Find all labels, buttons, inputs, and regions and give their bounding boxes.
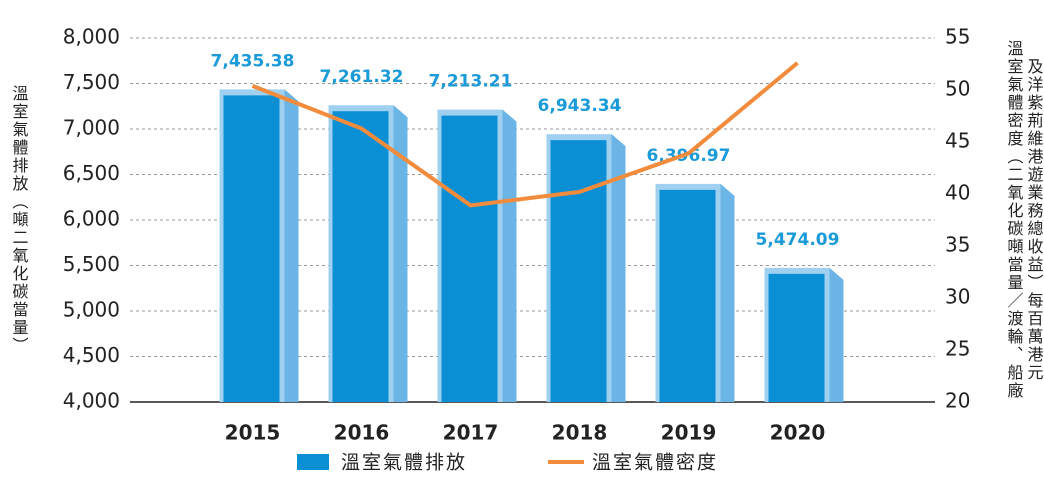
y2-tick-label: 40: [945, 181, 970, 205]
y2-tick-label: 50: [945, 77, 970, 101]
y-tick-label: 4,500: [63, 343, 120, 367]
value-label: 7,261.32: [320, 67, 404, 87]
line: [251, 61, 799, 208]
bar-side: [829, 267, 844, 402]
bar: [441, 115, 498, 402]
bar-side: [502, 109, 517, 402]
x-tick-label: 2020: [770, 421, 826, 445]
bar: [550, 140, 607, 402]
y-tick-label: 6,000: [63, 207, 120, 231]
bar-side: [284, 89, 299, 402]
legend-swatch: [297, 454, 329, 470]
y2-tick-label: 20: [945, 389, 970, 413]
bar-side: [720, 183, 735, 402]
x-tick-label: 2016: [334, 421, 390, 445]
bar: [768, 273, 825, 402]
value-label: 7,435.38: [211, 51, 295, 71]
y2-tick-label: 35: [945, 233, 970, 257]
bar: [332, 111, 389, 402]
y-tick-label: 7,000: [63, 116, 120, 140]
y-tick-label: 8,000: [63, 25, 120, 49]
legend-label: 溫室氣體排放: [341, 452, 467, 474]
x-tick-label: 2015: [225, 421, 281, 445]
y2-tick-label: 45: [945, 129, 970, 153]
y-tick-label: 4,000: [63, 389, 120, 413]
x-tick-label: 2019: [661, 421, 717, 445]
x-tick-label: 2017: [443, 421, 499, 445]
bar-side: [393, 105, 408, 402]
y-tick-label: 7,500: [63, 70, 120, 94]
y-axis-label: 溫室氣體排放（噸二氧化碳當量）: [10, 85, 29, 355]
value-label: 5,474.09: [756, 230, 840, 250]
y-tick-label: 5,000: [63, 298, 120, 322]
y2-axis-label: 及洋紫荊維港遊業務總收益）每百萬港元: [1025, 58, 1044, 382]
bar-side: [611, 134, 626, 402]
legend-label: 溫室氣體密度: [592, 452, 718, 474]
y-tick-label: 6,500: [63, 161, 120, 185]
y2-tick-label: 30: [945, 285, 970, 309]
bar: [659, 189, 716, 402]
value-label: 7,213.21: [429, 72, 513, 92]
x-tick-label: 2018: [552, 421, 608, 445]
value-label: 6,943.34: [538, 96, 622, 116]
bar: [223, 95, 280, 402]
y2-tick-label: 55: [945, 25, 970, 49]
y2-axis-label: 溫室氣體密度（二氧化碳噸當量／渡輪、船廠: [1005, 40, 1024, 400]
y-tick-label: 5,500: [63, 252, 120, 276]
y2-tick-label: 25: [945, 337, 970, 361]
